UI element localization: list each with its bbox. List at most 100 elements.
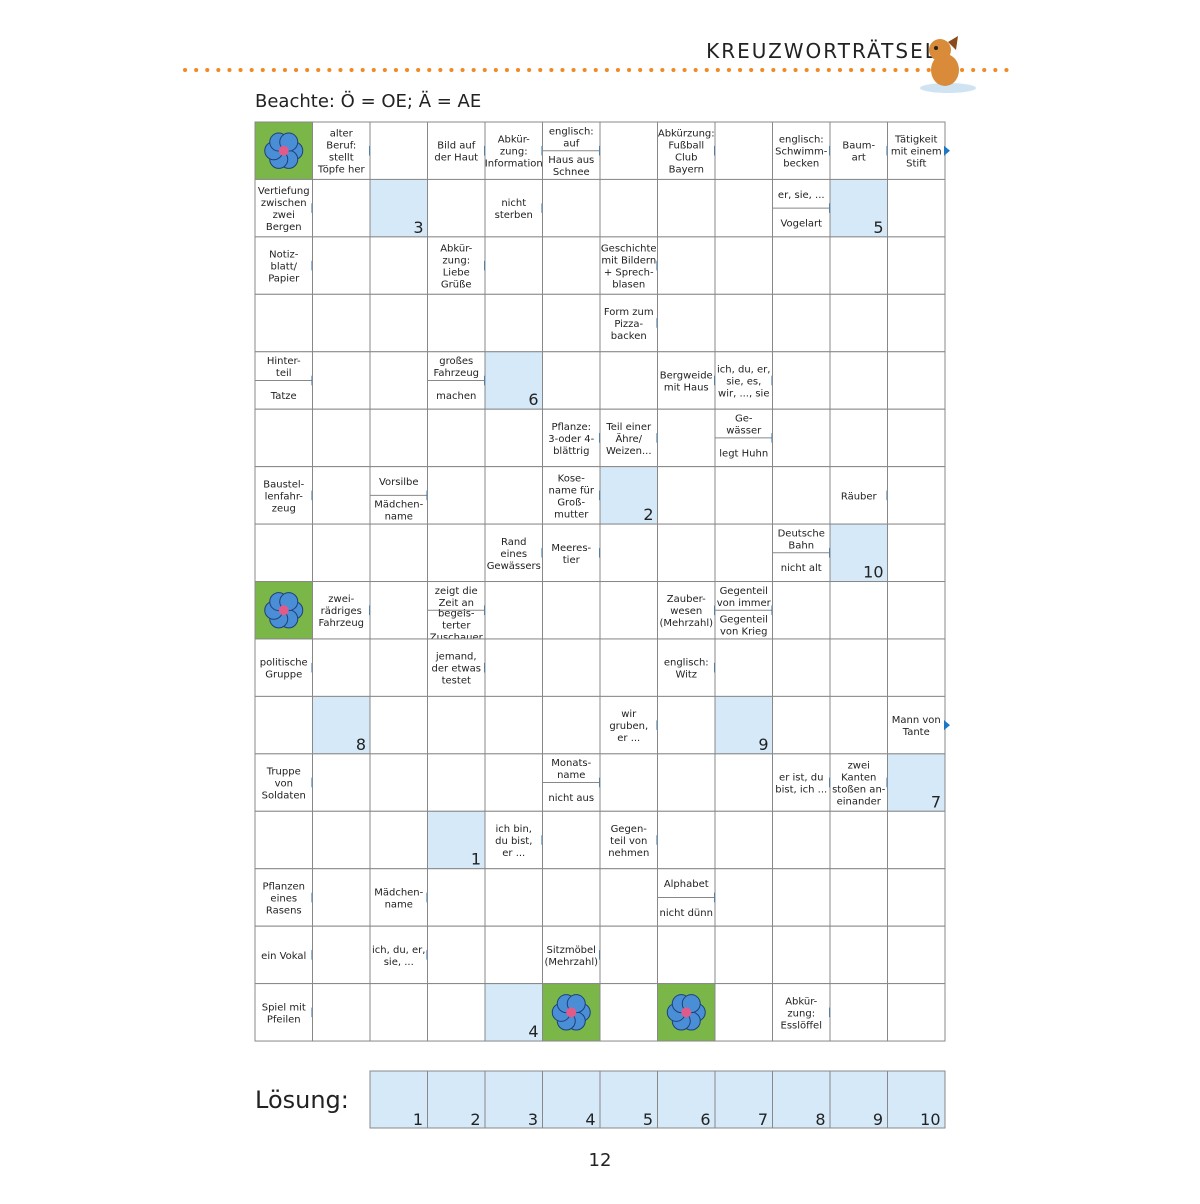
- clue: Alphabet: [664, 879, 709, 890]
- solution-index: 7: [931, 792, 941, 811]
- note: Beachte: Ö = OE; Ä = AE: [255, 90, 481, 112]
- cell: [714, 178, 773, 238]
- clue: Hinter-teil: [267, 356, 301, 379]
- cell: [599, 466, 658, 525]
- solution-index: 5: [873, 218, 883, 237]
- cell: [829, 523, 888, 583]
- cell: [369, 925, 428, 985]
- solution-index: 3: [528, 1110, 538, 1129]
- cell: [887, 466, 946, 525]
- solution-index: 3: [413, 218, 423, 237]
- cell: [312, 523, 371, 583]
- solution-index: 9: [873, 1110, 883, 1129]
- cell: [312, 178, 371, 238]
- cell: [657, 178, 716, 238]
- cell: [484, 523, 543, 583]
- cell: [542, 351, 601, 410]
- clue: Kose-name für Groß-mutter: [548, 473, 594, 520]
- cell: [484, 753, 543, 812]
- clue: Teil einer Ähre/Weizen...: [605, 422, 652, 457]
- cell: [714, 983, 773, 1042]
- cell: [887, 121, 946, 180]
- clue: nicht alt: [781, 563, 822, 574]
- cell: [254, 178, 313, 238]
- cell: [484, 983, 543, 1042]
- flower-icon: [264, 592, 304, 629]
- cell: [599, 581, 658, 640]
- clue: Sitzmöbel (Mehrzahl): [544, 945, 598, 968]
- cell: [599, 868, 658, 927]
- cell: [772, 638, 831, 697]
- cell: [772, 293, 831, 353]
- cell: [427, 466, 486, 525]
- solution-index: 1: [471, 850, 481, 869]
- clue: großes Fahrzeug: [434, 356, 480, 379]
- cell: [887, 293, 946, 353]
- clue: Meeres-tier: [551, 543, 591, 566]
- clue: nicht dünn: [660, 908, 713, 919]
- clue: Rand eines Gewässers: [487, 537, 541, 572]
- cell: [599, 178, 658, 238]
- cell: [542, 466, 601, 525]
- cell: [772, 868, 831, 927]
- cell: [427, 178, 486, 238]
- solution-cell: [772, 1070, 831, 1129]
- clue: Pflanze: 3-oder 4-blättrig: [548, 422, 594, 457]
- cell: [772, 581, 831, 640]
- solution-index: 9: [758, 735, 768, 754]
- cell: [484, 236, 543, 295]
- cell: [484, 178, 543, 238]
- cell: [887, 638, 946, 697]
- cell: [829, 351, 888, 410]
- cell: [599, 983, 658, 1042]
- clue: nicht aus: [548, 793, 594, 804]
- cell: [714, 810, 773, 870]
- page-number: 12: [589, 1150, 612, 1171]
- title: KREUZWORTRÄTSEL: [706, 39, 938, 63]
- cell: [312, 581, 371, 640]
- solution-index: 4: [585, 1110, 595, 1129]
- cell: [542, 695, 601, 755]
- cell: [772, 236, 831, 295]
- cell: [714, 753, 773, 812]
- cell: [714, 293, 773, 353]
- cell: [369, 293, 428, 353]
- cell: [312, 810, 371, 870]
- cell: [484, 466, 543, 525]
- solution-index: 7: [758, 1110, 768, 1129]
- cell: [427, 868, 486, 927]
- cell: [599, 236, 658, 295]
- cell: [369, 121, 428, 180]
- cell: [542, 810, 601, 870]
- dog-icon: [920, 36, 976, 93]
- cell: [427, 983, 486, 1042]
- cell: [657, 753, 716, 812]
- solution-cell: [599, 1070, 658, 1129]
- cell: [829, 236, 888, 295]
- cell: [254, 236, 313, 295]
- cell: [312, 236, 371, 295]
- solution-cell: [369, 1070, 428, 1129]
- cell: [657, 121, 716, 180]
- cell: [427, 753, 486, 812]
- cell: [369, 810, 428, 870]
- cell: [829, 810, 888, 870]
- cell: [599, 523, 658, 583]
- solution-cell: [829, 1070, 888, 1129]
- clue: Bild auf der Haut: [434, 141, 478, 164]
- clue: machen: [436, 391, 476, 402]
- cell: [254, 293, 313, 353]
- cell: [714, 121, 773, 180]
- cell: [887, 351, 946, 410]
- cell: [829, 293, 888, 353]
- clue: englisch: Witz: [664, 658, 709, 681]
- clue: er, sie, ...: [778, 190, 825, 201]
- cell: [829, 695, 888, 755]
- cell: [887, 408, 946, 468]
- clue: Gegenteil von Krieg: [720, 615, 768, 638]
- cell: [542, 293, 601, 353]
- cell: [714, 523, 773, 583]
- clue: politische Gruppe: [260, 658, 308, 681]
- cell: [369, 695, 428, 755]
- cell: [887, 925, 946, 985]
